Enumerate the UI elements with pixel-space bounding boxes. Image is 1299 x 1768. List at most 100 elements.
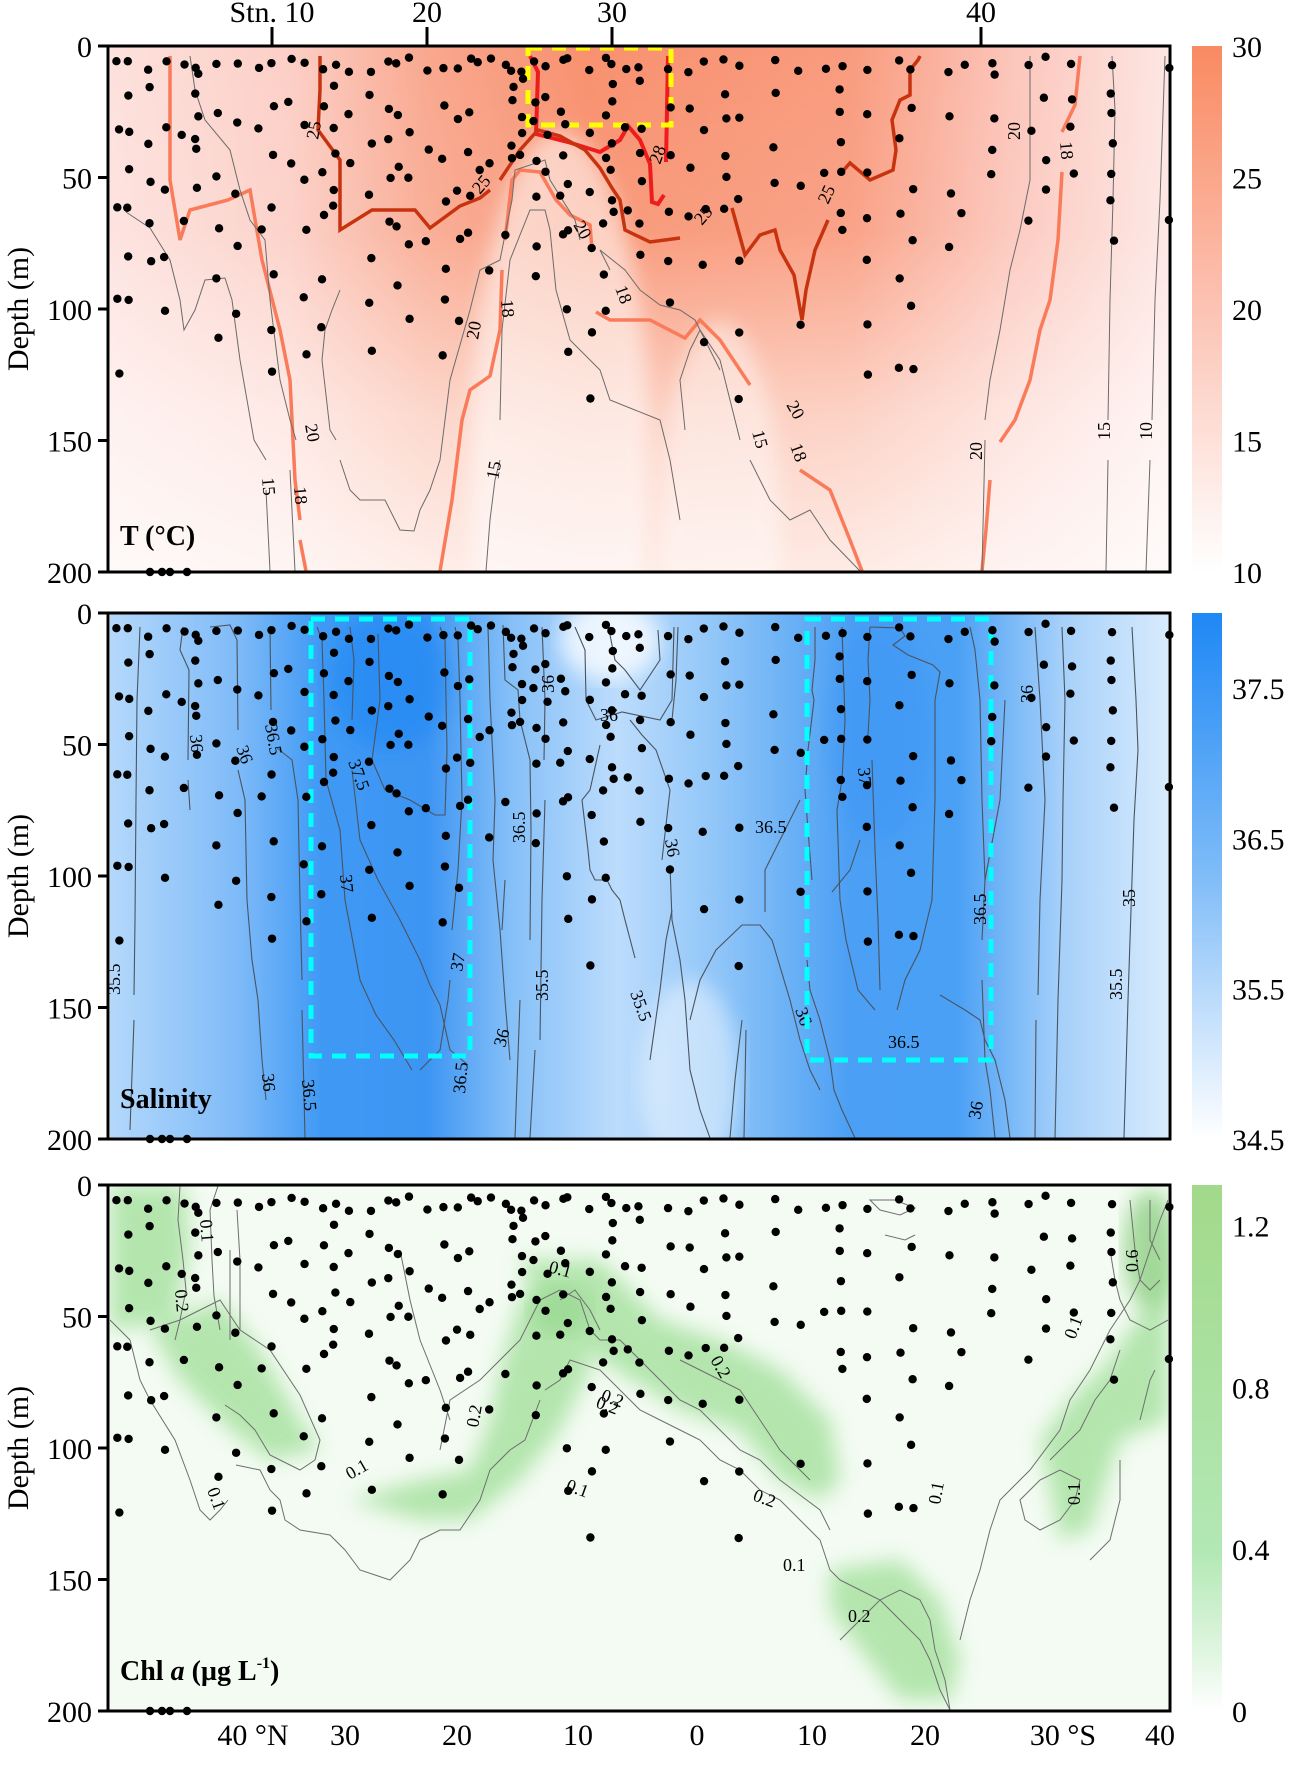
- colorbar-tick-label: 1.2: [1232, 1211, 1270, 1244]
- svg-text:0.1: 0.1: [924, 1480, 948, 1506]
- svg-text:37: 37: [854, 767, 875, 787]
- depth-tick-label: 100: [47, 1433, 92, 1466]
- colorbar-tick-label: 36.5: [1232, 824, 1285, 857]
- svg-text:20: 20: [1004, 122, 1024, 140]
- svg-text:15: 15: [1094, 422, 1114, 440]
- svg-text:0.2: 0.2: [462, 1403, 486, 1429]
- svg-text:35.5: 35.5: [1106, 969, 1126, 1001]
- svg-text:18: 18: [611, 283, 636, 307]
- chlorophyll-panel-label: Chl a (µg L-1): [120, 1655, 279, 1687]
- temperature-highlight-box: [525, 45, 674, 128]
- depth-tick-label: 200: [47, 1696, 92, 1729]
- sample-points-temperature: [112, 52, 1174, 577]
- sample-points-salinity: [112, 619, 1174, 1144]
- chlorophyll-depth-axis: 0 50 100 150 200 Depth (m): [2, 1170, 108, 1729]
- latitude-tick-label: 20: [910, 1719, 940, 1752]
- salinity-depth-axis: 0 50 100 150 200 Depth (m): [2, 598, 108, 1157]
- depth-axis-title: Depth (m): [2, 247, 35, 371]
- station-tick-label: 40: [966, 0, 996, 29]
- svg-text:18: 18: [1056, 141, 1077, 161]
- latitude-axis: 40 °N 30 20 10 0 10 20 30 °S 40: [217, 1719, 1175, 1752]
- svg-text:36.5: 36.5: [509, 812, 529, 844]
- svg-text:10: 10: [1136, 422, 1156, 440]
- svg-text:35: 35: [1119, 889, 1139, 907]
- svg-text:20: 20: [966, 442, 986, 460]
- latitude-tick-label: 10: [797, 1719, 827, 1752]
- temperature-colorbar: [1192, 46, 1222, 572]
- depth-tick-label: 50: [62, 1302, 92, 1335]
- svg-text:15: 15: [748, 428, 772, 451]
- station-tick-label: Stn. 10: [229, 0, 314, 29]
- svg-text:36: 36: [490, 1026, 514, 1049]
- svg-text:28: 28: [645, 143, 670, 167]
- temperature-depth-axis: 0 50 100 150 200 Depth (m): [2, 31, 108, 590]
- temperature-panel: 25 25 25 25 28 20 20 20 20 20 20 18 18 1…: [2, 0, 1262, 590]
- svg-text:35.5: 35.5: [532, 970, 552, 1002]
- depth-axis-title: Depth (m): [2, 1386, 35, 1510]
- svg-text:36: 36: [186, 734, 207, 754]
- latitude-tick-label: 30: [330, 1719, 360, 1752]
- colorbar-tick-label: 34.5: [1232, 1124, 1285, 1157]
- colorbar-tick-label: 25: [1232, 163, 1262, 196]
- colorbar-tick-label: 35.5: [1232, 974, 1285, 1007]
- svg-text:36.5: 36.5: [888, 1032, 920, 1052]
- latitude-tick-label: 40: [1145, 1719, 1175, 1752]
- sample-points-chlorophyll: [112, 1191, 1174, 1716]
- svg-text:36.5: 36.5: [298, 1079, 321, 1112]
- svg-text:36: 36: [538, 675, 558, 693]
- svg-text:0.1: 0.1: [1064, 1483, 1084, 1506]
- station-tick-label: 30: [597, 0, 627, 29]
- svg-text:0.1: 0.1: [783, 1555, 806, 1575]
- depth-tick-label: 0: [77, 31, 92, 64]
- chlorophyll-colorbar: [1192, 1185, 1222, 1711]
- depth-tick-label: 200: [47, 1124, 92, 1157]
- svg-text:18: 18: [497, 299, 518, 319]
- temperature-field: [110, 47, 1168, 571]
- chlorophyll-panel: 0.1 0.2 0.1 0.1 0.2 0.1 0.2 0.1 0.2 0.2 …: [2, 1170, 1270, 1752]
- latitude-tick-label: 0: [690, 1719, 705, 1752]
- svg-text:18: 18: [290, 486, 311, 506]
- svg-text:0.1: 0.1: [196, 1219, 218, 1243]
- temperature-colorbar-ticks: 30 25 20 15 10: [1232, 31, 1262, 590]
- chlorophyll-field: [110, 1186, 1168, 1710]
- svg-text:18: 18: [786, 441, 811, 465]
- salinity-highlight-box-north: [308, 616, 473, 1059]
- svg-text:20: 20: [301, 422, 324, 443]
- colorbar-tick-label: 20: [1232, 294, 1262, 327]
- svg-text:36: 36: [791, 1005, 816, 1029]
- colorbar-tick-label: 0.8: [1232, 1373, 1270, 1406]
- depth-tick-label: 100: [47, 294, 92, 327]
- svg-text:37: 37: [336, 874, 357, 894]
- colorbar-tick-label: 37.5: [1232, 673, 1285, 706]
- svg-text:0.2: 0.2: [848, 1606, 871, 1626]
- svg-text:36: 36: [964, 1099, 987, 1120]
- depth-axis-title: Depth (m): [2, 814, 35, 938]
- svg-text:36: 36: [258, 1073, 279, 1093]
- svg-text:20: 20: [462, 319, 485, 340]
- colorbar-tick-label: 0: [1232, 1696, 1247, 1729]
- latitude-tick-label: 40 °N: [217, 1719, 288, 1752]
- svg-text:15: 15: [258, 477, 279, 497]
- svg-text:36.5: 36.5: [755, 817, 787, 837]
- chlorophyll-colorbar-ticks: 1.2 0.8 0.4 0: [1232, 1211, 1270, 1729]
- svg-text:0.6: 0.6: [1122, 1250, 1142, 1273]
- svg-text:37: 37: [446, 951, 469, 972]
- svg-text:15: 15: [482, 459, 505, 480]
- salinity-colorbar: [1192, 613, 1222, 1139]
- salinity-field: [110, 614, 1168, 1138]
- colorbar-tick-label: 10: [1232, 557, 1262, 590]
- salinity-panel-label: Salinity: [120, 1084, 212, 1115]
- latitude-tick-label: 20: [442, 1719, 472, 1752]
- temperature-panel-label: T (°C): [120, 521, 195, 552]
- latitude-tick-label: 30 °S: [1030, 1719, 1096, 1752]
- latitude-tick-label: 10: [563, 1719, 593, 1752]
- depth-tick-label: 150: [47, 1565, 92, 1598]
- svg-text:0.2: 0.2: [171, 1289, 193, 1313]
- svg-text:36: 36: [661, 837, 684, 858]
- depth-tick-label: 200: [47, 557, 92, 590]
- station-tick-label: 20: [412, 0, 442, 29]
- depth-tick-label: 0: [77, 1170, 92, 1203]
- colorbar-tick-label: 0.4: [1232, 1534, 1270, 1567]
- depth-tick-label: 150: [47, 426, 92, 459]
